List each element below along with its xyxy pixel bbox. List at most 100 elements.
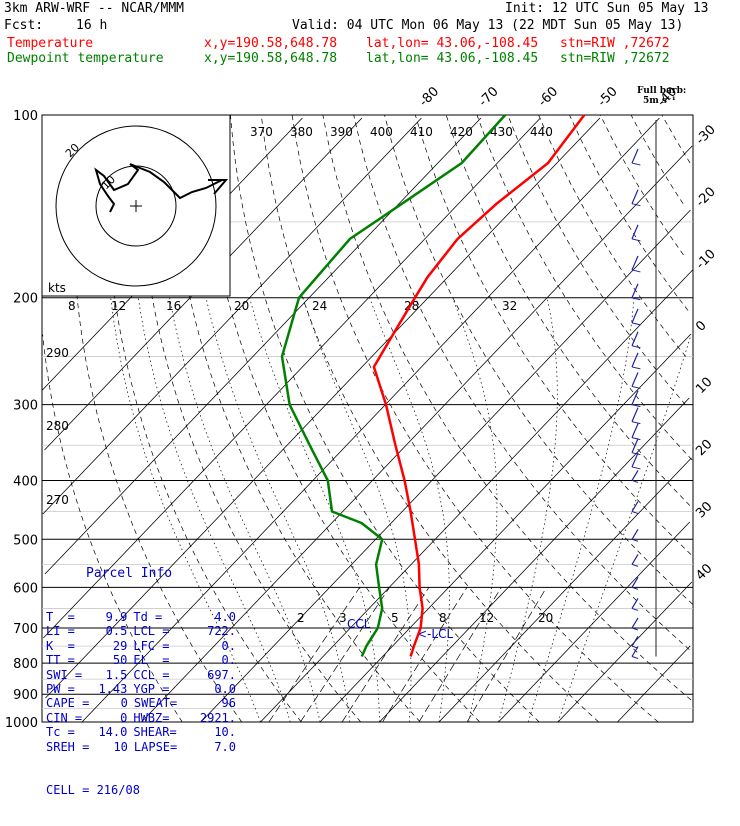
dry-adiabat	[137, 114, 362, 723]
wind-barb	[631, 331, 639, 347]
dry-adiabat	[507, 114, 686, 405]
parcel-info-cell: 9.9	[105, 610, 128, 625]
parcel-cell: CELL = 216/08	[46, 782, 140, 797]
parcel-info-cell: 4.0	[214, 610, 236, 625]
pressure-tick-label: 100	[13, 109, 38, 124]
ccl-marker: CCL	[347, 617, 371, 631]
speed-tick-label: 20	[234, 299, 249, 313]
pressure-tick-label: 700	[13, 622, 38, 637]
parcel-info-title: Parcel Info	[86, 565, 173, 581]
parcel-info-cell: 0.5	[105, 624, 128, 639]
mixing-ratio-line	[466, 587, 547, 723]
lcl-marker: <-LCL	[417, 627, 453, 641]
wind-barb	[631, 479, 639, 483]
moist-adiabat	[557, 334, 692, 723]
temperature-xy: x,y=190.58,648.78	[204, 36, 338, 51]
parcel-info-cell: LAPSE=	[133, 739, 178, 754]
isotherm-label: 10	[693, 375, 715, 397]
wind-barb	[631, 162, 641, 166]
parcel-info-cell: Td =	[133, 610, 163, 625]
wind-barb	[631, 269, 641, 273]
wind-barb	[631, 437, 641, 441]
pressure-tick-label: 900	[13, 688, 38, 703]
parcel-info-row: CIN = 0 HWBZ= 2921.	[46, 711, 236, 725]
isotherm	[438, 457, 692, 723]
dry-adiabat	[353, 114, 690, 650]
parcel-info-row: SREH = 10 LAPSE= 7.0	[46, 740, 236, 754]
mixing-ratio-line	[418, 587, 502, 723]
dry-adiabat	[384, 114, 694, 605]
parcel-info-cell: 10.	[214, 725, 236, 740]
parcel-info-cell: LCL =	[133, 624, 170, 639]
isotherm-label: 20	[693, 437, 715, 459]
moist-adiabat	[498, 297, 558, 723]
wind-barb	[631, 345, 641, 349]
dewpoint-legend: Dewpoint temperature	[7, 51, 164, 66]
dry-adiabat	[599, 114, 684, 256]
parcel-info-cell: 0	[120, 696, 128, 711]
isotherm-label: -20	[693, 185, 719, 211]
init-time: Init: 12 UTC Sun 05 May 13	[505, 1, 709, 16]
forecast-label: Fcst:	[4, 18, 44, 33]
parcel-info-cell: CIN =	[46, 710, 83, 725]
parcel-info-row: Tc = 14.0 SHEAR= 10.	[46, 725, 236, 739]
wind-barb	[631, 627, 639, 631]
dry-adiabat	[199, 114, 481, 723]
wind-barb	[631, 390, 639, 405]
isotherm-label: -50	[595, 84, 621, 110]
wind-barb	[631, 470, 639, 481]
parcel-info-cell: 0.	[221, 653, 236, 668]
parcel-info-cell: TT =	[46, 653, 75, 668]
wind-barb	[631, 538, 639, 542]
isotherm	[319, 333, 692, 723]
theta-label: 400	[370, 125, 393, 139]
wind-barb	[631, 452, 641, 456]
parcel-info-cell: 50	[112, 653, 128, 668]
parcel-info-row: TT = 50 EL = 0.	[46, 653, 236, 667]
model-title: 3km ARW-WRF -- NCAR/MMM	[4, 1, 185, 16]
dry-adiabat	[105, 114, 302, 723]
theta-label: 430	[490, 125, 513, 139]
skewt-figure: 3km ARW-WRF -- NCAR/MMM Init: 12 UTC Sun…	[4, 1, 719, 797]
parcel-info-cell: 14.0	[98, 725, 128, 740]
wind-barb	[631, 501, 639, 512]
theta-label: 410	[410, 125, 433, 139]
theta-label: 420	[450, 125, 473, 139]
isotherm	[200, 209, 691, 723]
dewpoint-station: stn=RIW ,72672	[560, 51, 670, 66]
dry-adiabat	[291, 114, 659, 723]
moist-adiabat	[169, 297, 321, 723]
isotherm	[260, 269, 693, 723]
parcel-info-cell: 29	[112, 638, 128, 653]
wind-barb	[631, 452, 639, 468]
dry-adiabat	[569, 114, 689, 311]
speed-tick-label: 32	[502, 299, 517, 313]
dry-adiabat	[168, 114, 421, 723]
wind-barb	[631, 656, 639, 659]
parcel-info-row: LI = 0.5 LCL = 722.	[46, 624, 236, 638]
moist-adiabat	[527, 297, 635, 723]
pressure-tick-label: 300	[13, 399, 38, 414]
isotherm-label: 0	[693, 318, 709, 334]
parcel-info-cell: 0.	[221, 638, 236, 653]
parcel-info-cell: K =	[46, 638, 75, 653]
wind-barb	[631, 598, 639, 609]
theta-label: 370	[250, 125, 273, 139]
wind-barb	[631, 352, 639, 368]
temperature-latlon: lat,lon= 43.06,-108.45	[366, 36, 539, 51]
wind-barb	[631, 203, 641, 207]
dry-adiabat	[42, 334, 183, 723]
hodograph-arrow	[208, 179, 229, 195]
theta-label: 380	[290, 125, 313, 139]
pressure-tick-label: 400	[13, 474, 38, 489]
theta-side-label: 290	[46, 346, 69, 360]
pressure-tick-label: 200	[13, 292, 38, 307]
wind-barb	[631, 466, 641, 470]
parcel-info-cell: Tc =	[46, 725, 75, 740]
wind-barb	[631, 635, 639, 647]
parcel-info-cell: 697.	[207, 667, 236, 682]
parcel-info-cell: 10	[113, 739, 128, 754]
parcel-info-cell: SHEAR=	[133, 725, 177, 740]
wind-barb	[631, 297, 641, 301]
